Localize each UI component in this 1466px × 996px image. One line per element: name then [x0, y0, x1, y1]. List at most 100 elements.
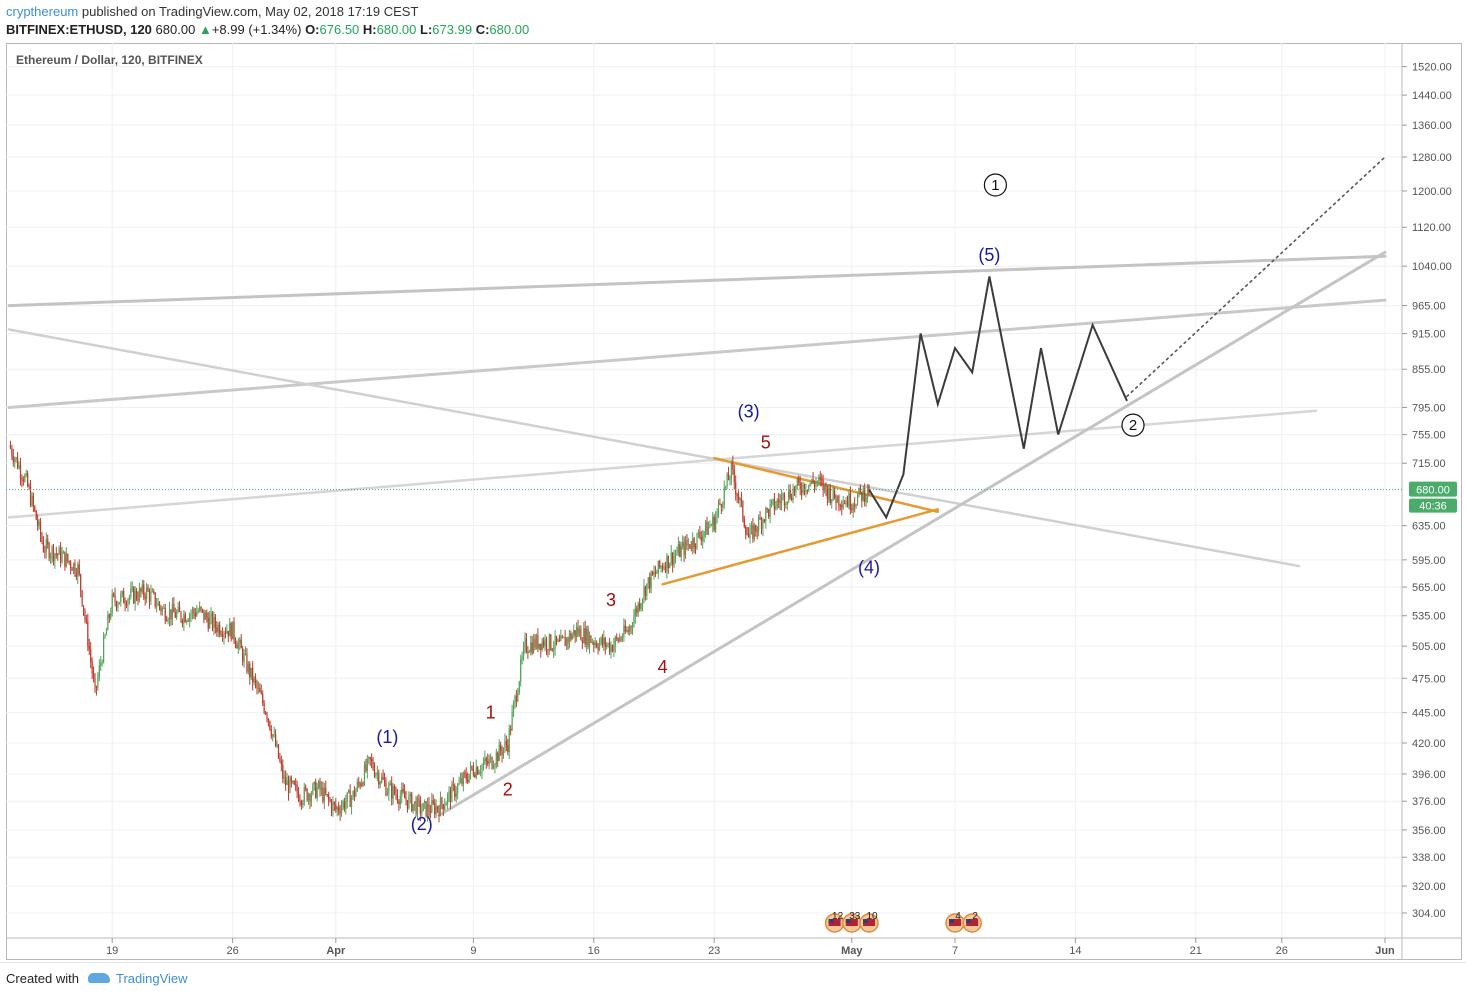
- candle-body: [339, 811, 341, 814]
- projection-series: [868, 276, 1128, 520]
- candle-body: [276, 744, 278, 747]
- candle-body: [232, 621, 234, 640]
- candle-body: [27, 473, 29, 487]
- candle-body: [662, 566, 664, 569]
- candle-body: [395, 793, 397, 795]
- candle-body: [369, 757, 371, 759]
- x-tick-label: 19: [106, 945, 118, 957]
- candle-body: [861, 491, 863, 501]
- candle-body: [502, 748, 505, 756]
- candle-body: [567, 638, 569, 643]
- author-link[interactable]: crypthereum: [6, 4, 79, 19]
- candle-body: [842, 503, 844, 508]
- y-tick-label: 356.00: [1412, 825, 1446, 837]
- candle-body: [246, 653, 248, 672]
- candle-body: [81, 590, 83, 606]
- candle-body: [620, 637, 622, 640]
- candle-body: [197, 610, 199, 612]
- candle-body: [576, 627, 578, 637]
- candle-body: [396, 794, 399, 802]
- candle-body: [773, 498, 775, 510]
- candle-body: [221, 634, 224, 637]
- event-markers[interactable]: 12 33 10 4 2: [824, 911, 982, 933]
- candle-body: [525, 638, 528, 652]
- candle-body: [578, 628, 581, 635]
- candle-body: [247, 663, 249, 672]
- candle-body: [158, 602, 161, 607]
- candle-body: [358, 782, 360, 784]
- candle-body: [48, 544, 50, 559]
- candle-body: [641, 599, 644, 604]
- candle-body: [749, 528, 751, 538]
- candle-body: [778, 499, 780, 502]
- candle-body: [647, 577, 649, 584]
- y-tick-label: 535.00: [1412, 611, 1446, 623]
- candle-body: [125, 604, 128, 606]
- candle-body: [418, 798, 420, 801]
- candle-body: [819, 477, 821, 480]
- tradingview-brand: TradingView: [116, 971, 188, 986]
- candle-body: [336, 807, 338, 810]
- candle-body: [279, 758, 281, 762]
- candle-body: [330, 801, 333, 812]
- candle-body: [802, 483, 804, 493]
- candle-body: [148, 591, 151, 602]
- candle-body: [651, 571, 654, 575]
- candle-body: [633, 616, 635, 627]
- candle-body: [333, 802, 335, 805]
- candle-body: [839, 505, 841, 507]
- channel-line-lower: [7, 409, 1318, 519]
- flag-canton: [845, 919, 851, 923]
- candle-body: [170, 609, 172, 620]
- time-scale[interactable]: 19 26 Apr 9 16 23 May 7 14 21 26 Jun: [106, 938, 1395, 957]
- candle-body: [356, 782, 358, 791]
- candle-body: [739, 498, 741, 501]
- candle-body: [173, 604, 175, 613]
- candle-body: [329, 799, 331, 802]
- candle-body: [257, 687, 259, 689]
- candle-body: [340, 806, 343, 814]
- candle-body: [383, 779, 386, 782]
- candle-body: [828, 487, 830, 500]
- y-tick-label: 320.00: [1412, 881, 1446, 893]
- high-label: H:: [362, 22, 377, 37]
- chart-area[interactable]: (1) (2) (3) (4) (5) 1 2 3 4 5 1 2 12 33 10 4 2 1520.00 1…: [6, 43, 1462, 960]
- candle-body: [544, 639, 546, 647]
- candle-body: [51, 546, 53, 556]
- candle-body: [160, 606, 162, 612]
- candle-body: [393, 786, 396, 794]
- tradingview-logo[interactable]: TradingView: [88, 971, 188, 986]
- candle-body: [18, 465, 20, 469]
- candle-body: [709, 525, 711, 527]
- candle-body: [429, 811, 431, 813]
- y-tick-label: 1520.00: [1412, 62, 1452, 74]
- candle-body: [32, 495, 34, 507]
- candle-body: [654, 572, 657, 574]
- close-value: 680.00: [489, 22, 530, 37]
- candle-body: [670, 552, 672, 564]
- candle-body: [563, 637, 565, 639]
- candle-body: [723, 487, 725, 505]
- candle-body: [217, 624, 219, 633]
- candle-body: [644, 586, 646, 596]
- candle-body: [788, 489, 790, 502]
- candle-body: [399, 796, 401, 805]
- candle-body: [762, 519, 764, 529]
- candle-body: [746, 534, 748, 536]
- y-tick-label: 1360.00: [1412, 120, 1452, 132]
- candle-body: [792, 488, 794, 501]
- candle-body: [770, 500, 773, 504]
- x-tick-label: 14: [1069, 945, 1081, 957]
- candle-body: [639, 602, 641, 609]
- candle-body: [793, 488, 796, 493]
- candle-body: [571, 634, 573, 640]
- candle-body: [29, 487, 32, 506]
- candle-body: [21, 477, 23, 480]
- candle-body: [457, 784, 459, 794]
- price-scale[interactable]: 1520.00 1440.00 1360.00 1280.00 1200.00 1120.…: [1402, 62, 1452, 920]
- candle-body: [9, 445, 12, 449]
- candle-body: [49, 555, 52, 559]
- candle-body: [82, 605, 85, 612]
- candle-body: [740, 498, 743, 501]
